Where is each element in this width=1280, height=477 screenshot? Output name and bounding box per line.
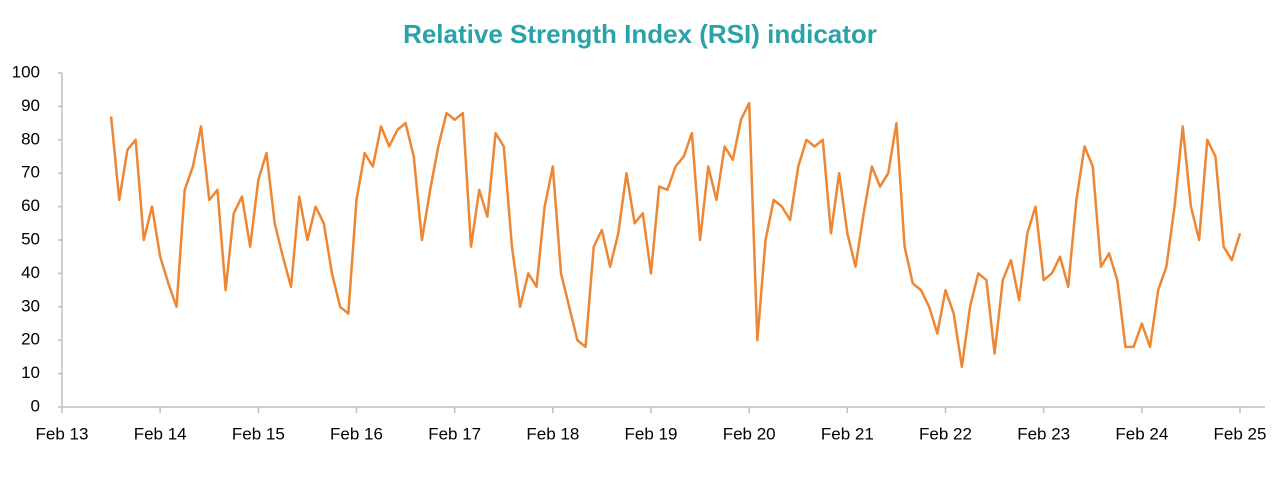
x-tick-label: Feb 14	[134, 424, 187, 443]
y-tick-label: 50	[21, 229, 40, 248]
x-tick-label: Feb 23	[1017, 424, 1070, 443]
x-tick-label: Feb 24	[1115, 424, 1168, 443]
rsi-line	[109, 101, 1242, 369]
x-tick-label: Feb 20	[723, 424, 776, 443]
y-tick-label: 60	[21, 196, 40, 215]
y-tick-label: 10	[21, 363, 40, 382]
y-tick-label: 30	[21, 296, 40, 315]
x-tick-label: Feb 16	[330, 424, 383, 443]
x-tick-label: Feb 13	[36, 424, 89, 443]
x-tick-label: Feb 19	[625, 424, 678, 443]
y-tick-label: 100	[12, 62, 40, 81]
x-tick-label: Feb 22	[919, 424, 972, 443]
x-tick-label: Feb 18	[526, 424, 579, 443]
x-tick-label: Feb 15	[232, 424, 285, 443]
x-tick-label: Feb 17	[428, 424, 481, 443]
chart-title: Relative Strength Index (RSI) indicator	[403, 19, 877, 49]
y-tick-label: 80	[21, 129, 40, 148]
y-tick-label: 90	[21, 96, 40, 115]
y-tick-label: 70	[21, 163, 40, 182]
y-tick-label: 0	[31, 396, 40, 415]
y-tick-label: 20	[21, 330, 40, 349]
x-tick-label: Feb 25	[1214, 424, 1267, 443]
x-tick-label: Feb 21	[821, 424, 874, 443]
y-tick-label: 40	[21, 263, 40, 282]
